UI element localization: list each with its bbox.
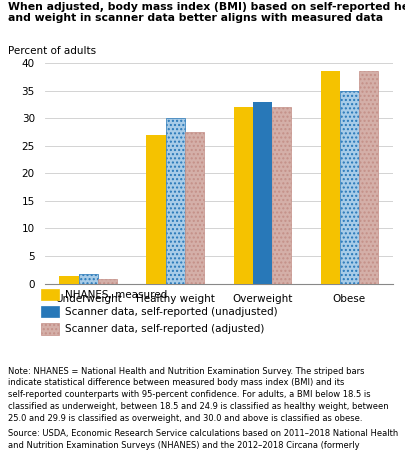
Text: When adjusted, body mass index (BMI) based on self-reported height: When adjusted, body mass index (BMI) bas…	[8, 2, 405, 12]
Bar	[321, 71, 340, 284]
Bar	[147, 135, 166, 284]
Bar	[234, 107, 253, 284]
Text: Percent of adults: Percent of adults	[8, 46, 96, 56]
Text: Source: USDA, Economic Research Service calculations based on 2011–2018 National: Source: USDA, Economic Research Service …	[8, 429, 399, 438]
Bar	[98, 279, 117, 284]
Text: NHANES, measured: NHANES, measured	[65, 290, 167, 300]
Bar	[166, 118, 185, 284]
Bar	[340, 90, 359, 284]
Text: 25.0 and 29.9 is classified as overweight, and 30.0 and above is classified as o: 25.0 and 29.9 is classified as overweigh…	[8, 414, 362, 423]
Bar	[79, 274, 98, 284]
Text: Note: NHANES = National Health and Nutrition Examination Survey. The striped bar: Note: NHANES = National Health and Nutri…	[8, 367, 364, 376]
Bar	[60, 276, 79, 284]
Text: and Nutrition Examination Surveys (NHANES) and the 2012–2018 Circana (formerly: and Nutrition Examination Surveys (NHANE…	[8, 441, 360, 450]
Text: Scanner data, self-reported (unadjusted): Scanner data, self-reported (unadjusted)	[65, 307, 277, 317]
Text: indicate statistical difference between measured body mass index (BMI) and its: indicate statistical difference between …	[8, 378, 345, 387]
Text: classified as underweight, between 18.5 and 24.9 is classified as healthy weight: classified as underweight, between 18.5 …	[8, 402, 389, 411]
Bar	[272, 107, 291, 284]
Bar	[253, 102, 272, 284]
Bar	[359, 71, 378, 284]
Text: and weight in scanner data better aligns with measured data: and weight in scanner data better aligns…	[8, 13, 383, 22]
Text: self-reported counterparts with 95-percent confidence. For adults, a BMI below 1: self-reported counterparts with 95-perce…	[8, 390, 371, 399]
Bar	[185, 132, 204, 284]
Text: Scanner data, self-reported (adjusted): Scanner data, self-reported (adjusted)	[65, 324, 264, 334]
